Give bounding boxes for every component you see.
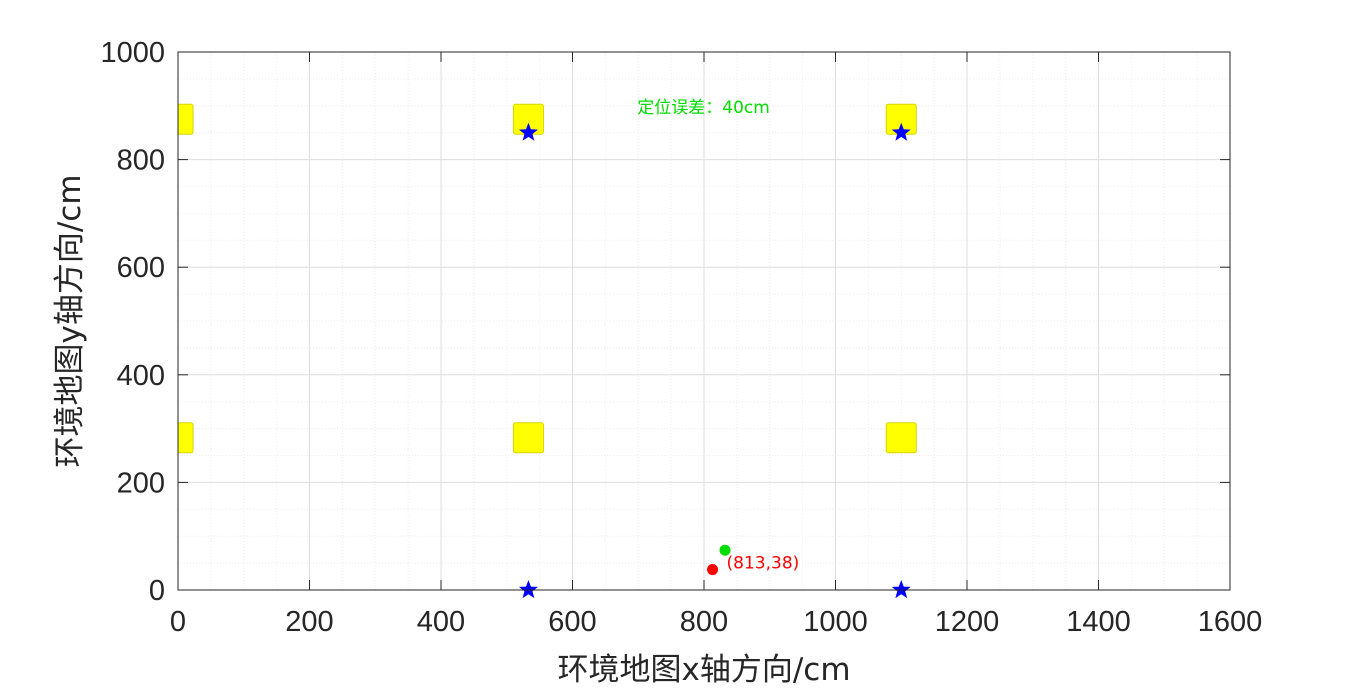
y-tick-label: 200 bbox=[117, 467, 165, 499]
x-axis-label: 环境地图x轴方向/cm bbox=[557, 652, 850, 688]
chart-marks bbox=[178, 103, 917, 599]
y-tick-label: 1000 bbox=[100, 37, 165, 69]
x-tick-labels: 0 200 400 600 800 1000 1200 1400 1600 bbox=[170, 606, 1262, 638]
y-tick-label: 800 bbox=[117, 145, 165, 177]
x-tick-label: 1400 bbox=[1066, 606, 1131, 638]
blue-star-marker bbox=[891, 122, 911, 141]
x-tick-label: 400 bbox=[417, 606, 465, 638]
x-tick-label: 1200 bbox=[935, 606, 1000, 638]
blue-star-marker bbox=[518, 580, 538, 599]
y-axis-label: 环境地图y轴方向/cm bbox=[52, 174, 88, 467]
y-tick-label: 0 bbox=[149, 575, 165, 607]
blue-star-marker bbox=[518, 122, 538, 141]
yellow-square-marker bbox=[885, 422, 917, 454]
x-tick-label: 1000 bbox=[803, 606, 868, 638]
x-tick-label: 600 bbox=[548, 606, 596, 638]
y-tick-label: 400 bbox=[117, 360, 165, 392]
x-tick-label: 200 bbox=[285, 606, 333, 638]
blue-star-marker bbox=[891, 580, 911, 599]
x-tick-label: 800 bbox=[680, 606, 728, 638]
clipped-marks bbox=[178, 103, 917, 454]
yellow-square-marker bbox=[178, 422, 194, 454]
axis-ticks bbox=[177, 51, 1231, 591]
y-tick-label: 600 bbox=[117, 252, 165, 284]
x-tick-label: 0 bbox=[170, 606, 186, 638]
x-tick-label: 1600 bbox=[1198, 606, 1263, 638]
estimate-point-label: (813,38) bbox=[727, 554, 800, 574]
red-point-marker bbox=[707, 564, 719, 576]
y-tick-labels: 0 200 400 600 800 1000 bbox=[100, 37, 165, 607]
green-point-marker bbox=[719, 544, 731, 556]
yellow-square-marker bbox=[512, 422, 544, 454]
positioning-error-label: 定位误差：40cm bbox=[637, 98, 770, 118]
yellow-square-marker bbox=[178, 103, 194, 135]
